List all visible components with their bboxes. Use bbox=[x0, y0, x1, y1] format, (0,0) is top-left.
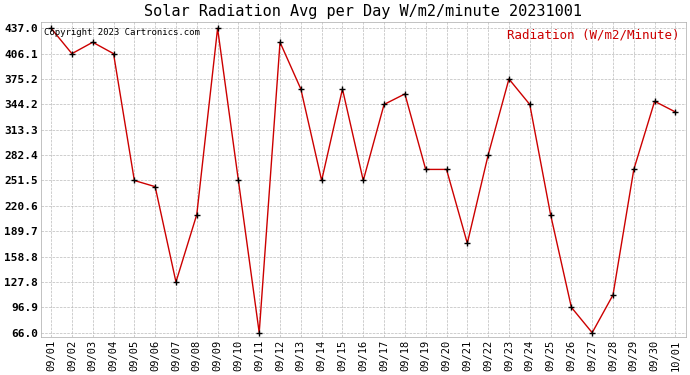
Text: Copyright 2023 Cartronics.com: Copyright 2023 Cartronics.com bbox=[44, 28, 200, 37]
Title: Solar Radiation Avg per Day W/m2/minute 20231001: Solar Radiation Avg per Day W/m2/minute … bbox=[144, 4, 582, 19]
Text: Radiation (W/m2/Minute): Radiation (W/m2/Minute) bbox=[507, 28, 680, 41]
